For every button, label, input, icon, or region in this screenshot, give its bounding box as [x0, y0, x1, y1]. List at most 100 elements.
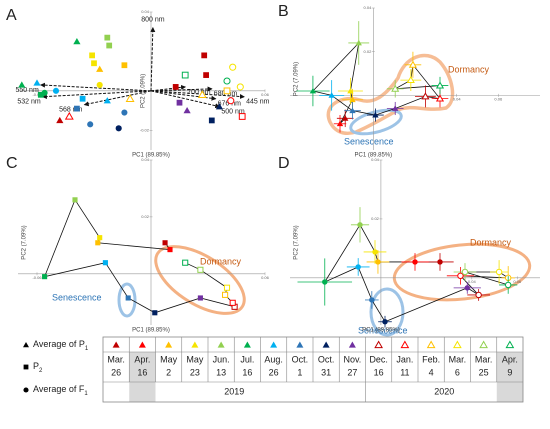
x-axis-title: PC1 (89.85%)	[132, 328, 170, 334]
month-label: Jan.	[396, 354, 413, 364]
triangle-marker	[296, 341, 304, 348]
month-label: Apr.	[134, 354, 150, 364]
month-label: Nov.	[343, 354, 361, 364]
day-label: 26	[111, 367, 121, 377]
loading-label: 500 nm	[221, 108, 245, 115]
shaded-cell	[129, 352, 156, 402]
loading-arrow	[39, 82, 152, 92]
triangle-marker	[183, 106, 191, 114]
day-label: 11	[400, 367, 409, 377]
y-tick-label: 0.02	[371, 216, 380, 221]
square-marker	[229, 299, 236, 306]
square-marker	[182, 259, 189, 266]
x-axis-title: PC1 (89.85%)	[362, 328, 400, 334]
loading-label: 800 nm	[141, 17, 165, 24]
loading-label: 550 nm	[15, 87, 39, 94]
circle-marker	[23, 387, 29, 393]
square-marker	[79, 95, 86, 102]
circle-marker	[369, 297, 375, 303]
square-marker	[223, 87, 231, 95]
y-tick-label: 0.04	[141, 9, 150, 14]
circle-marker	[41, 89, 48, 96]
senescence-outline	[369, 287, 405, 337]
legend-text: P	[33, 361, 39, 371]
y-axis-title: PC2 (7.09%)	[294, 62, 300, 96]
square-marker	[208, 117, 215, 124]
trajectory-line	[43, 198, 236, 314]
y-tick-label: 0.04	[141, 157, 150, 162]
triangle-marker	[347, 87, 354, 94]
day-label: 16	[242, 367, 252, 377]
annotation: Senescence	[344, 136, 394, 146]
legend-text: Average of P	[33, 339, 85, 349]
triangle-marker	[435, 94, 445, 102]
year-label: 2020	[434, 386, 454, 396]
square-marker	[106, 42, 113, 49]
square-marker	[89, 52, 95, 59]
square-marker	[121, 62, 128, 69]
circle-marker	[355, 264, 361, 270]
triangle-marker	[400, 340, 410, 349]
triangle-marker	[374, 340, 383, 349]
square-marker	[238, 113, 246, 120]
triangle-marker	[406, 75, 415, 83]
month-label: Jul.	[240, 354, 254, 364]
month-label: Mar.	[107, 354, 125, 364]
loading-arrow	[150, 90, 221, 109]
x-tick-label: 0.06	[494, 96, 503, 101]
circle-marker	[372, 249, 378, 255]
month-label: Mar.	[449, 354, 467, 364]
x-axis-title: PC1 (89.85%)	[354, 153, 392, 159]
x-tick-label: -0.06	[32, 92, 42, 97]
loading-label: 532 nm	[17, 99, 41, 106]
square-marker	[172, 84, 179, 90]
day-label: 6	[455, 367, 460, 377]
triangle-marker	[165, 341, 173, 348]
annotation: Senescence	[358, 325, 408, 335]
triangle-marker	[138, 341, 146, 348]
circle-marker	[96, 81, 103, 89]
loading-label: 568 nm	[59, 107, 83, 114]
x-tick-label: 0.04	[453, 96, 462, 101]
square-marker	[223, 284, 231, 291]
triangle-marker	[73, 37, 81, 45]
day-label: 31	[321, 367, 331, 377]
circle-marker	[121, 109, 128, 116]
month-label: Oct.	[292, 354, 309, 364]
triangle-marker	[33, 79, 41, 86]
triangle-marker	[426, 340, 436, 349]
y-tick-label: 0.02	[141, 214, 150, 219]
square-marker	[95, 240, 101, 246]
dormancy-outline	[154, 245, 246, 315]
triangle-marker	[355, 39, 362, 46]
triangle-marker	[421, 92, 430, 100]
triangle-marker	[64, 111, 74, 120]
triangle-marker	[349, 107, 356, 114]
x-tick-label: 0.06	[261, 275, 270, 280]
triangle-marker	[479, 340, 488, 349]
circle-marker	[115, 125, 122, 132]
panel-letter: C	[6, 155, 18, 172]
day-label: 13	[216, 367, 226, 377]
square-marker	[104, 34, 111, 41]
square-marker	[91, 60, 97, 67]
square-marker	[181, 71, 189, 79]
triangle-marker	[18, 81, 26, 88]
y-tick-label: 0.04	[371, 157, 380, 162]
month-label: Apr.	[502, 354, 518, 364]
square-marker	[167, 247, 173, 253]
circle-marker	[495, 268, 503, 276]
circle-marker	[461, 268, 469, 276]
triangle-marker	[453, 340, 462, 349]
table-border	[102, 336, 524, 403]
triangle-marker	[505, 340, 515, 349]
legend-subscript: 1	[84, 391, 88, 397]
triangle-marker	[23, 342, 29, 348]
circle-marker	[229, 63, 237, 71]
triangle-marker	[215, 103, 223, 110]
triangle-marker	[197, 90, 207, 98]
panel-letter: B	[278, 3, 289, 20]
square-marker	[162, 240, 168, 246]
circle-marker	[375, 259, 381, 265]
